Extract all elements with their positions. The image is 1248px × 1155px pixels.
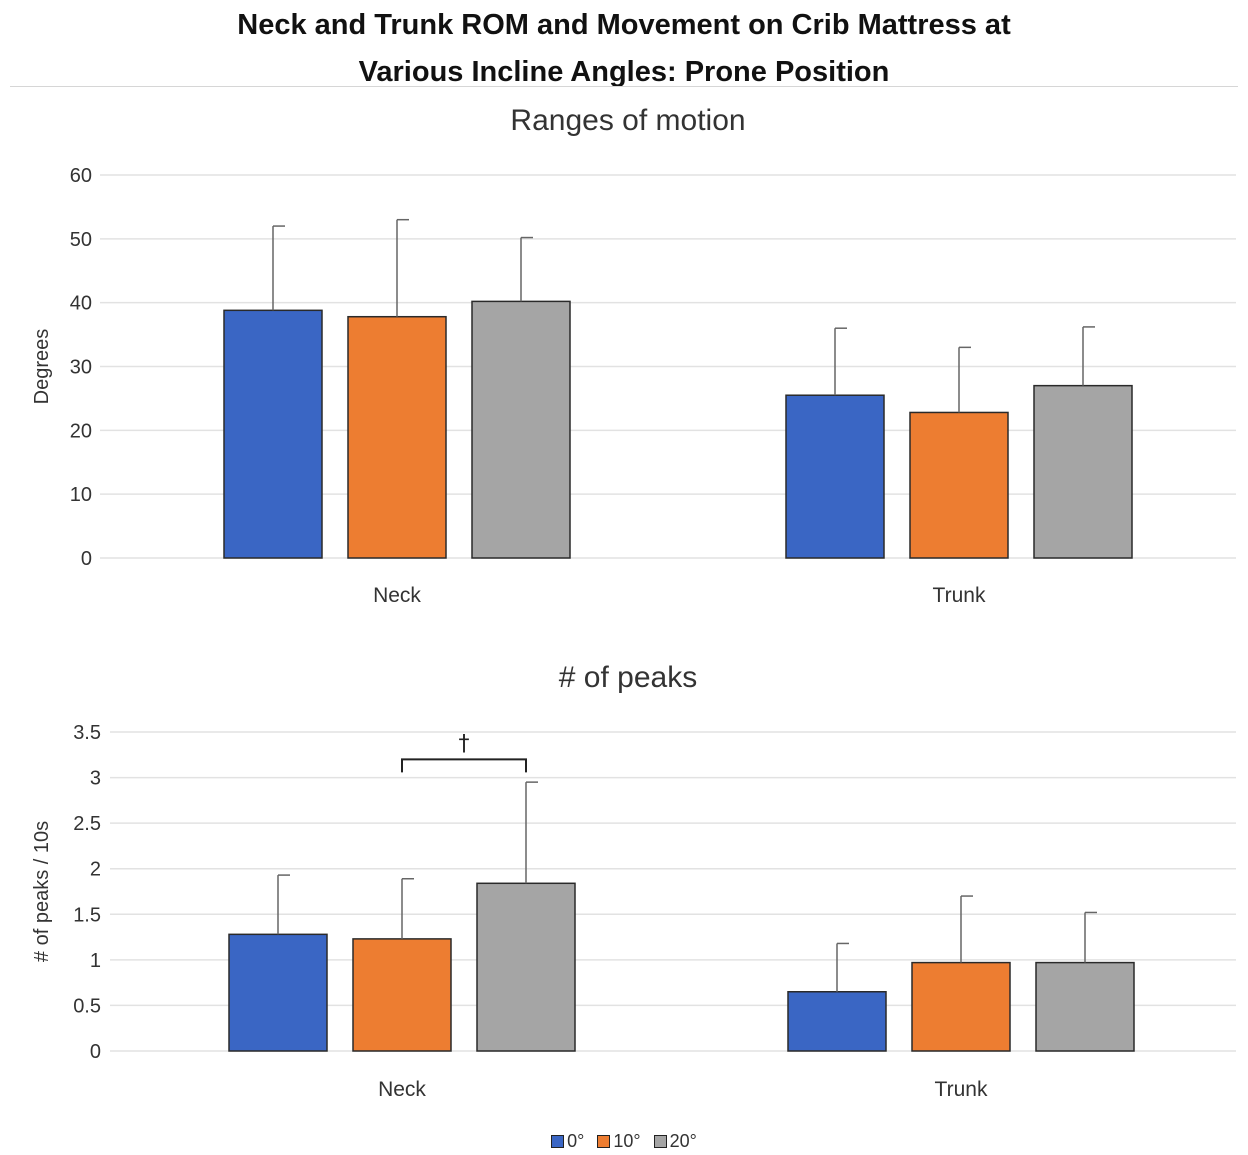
y-tick-label: 0.5 bbox=[73, 995, 101, 1017]
bar-trunk-0deg bbox=[785, 394, 885, 559]
y-tick-label: 60 bbox=[70, 165, 92, 187]
y-tick-label: 3 bbox=[90, 768, 101, 790]
bar-neck-0deg bbox=[228, 933, 328, 1052]
significance-bracket bbox=[401, 758, 527, 773]
bar-trunk-10deg bbox=[911, 961, 1011, 1052]
y-tick-label: 40 bbox=[70, 293, 92, 315]
peaks-chart: # of peaks 0 0.5 1 1.5 2 2.5 3 3.5 # of peaks / 1… bbox=[31, 661, 1236, 1101]
y-axis-label: # of peaks / 10s bbox=[31, 821, 53, 962]
x-tick-label-neck: Neck bbox=[378, 1078, 426, 1101]
chart-main-title: Neck and Trunk ROM and Movement on Crib … bbox=[0, 2, 1248, 96]
legend-swatch-20deg bbox=[653, 1135, 667, 1148]
chart-legend: 0° 10° 20° bbox=[0, 1131, 1248, 1153]
bar-trunk-20deg bbox=[1035, 961, 1135, 1052]
legend-label-0deg: 0° bbox=[567, 1131, 585, 1151]
x-tick-label-neck: Neck bbox=[373, 584, 421, 607]
significance-marker: † bbox=[459, 731, 470, 756]
y-tick-label: 30 bbox=[70, 357, 92, 379]
bar-neck-20deg bbox=[471, 300, 571, 559]
y-tick-label: 2 bbox=[90, 859, 101, 881]
y-tick-label: 0 bbox=[81, 548, 92, 570]
x-tick-label-trunk: Trunk bbox=[933, 584, 986, 607]
bar-trunk-20deg bbox=[1033, 384, 1133, 559]
y-axis-label: Degrees bbox=[31, 329, 53, 405]
y-tick-label: 50 bbox=[70, 229, 92, 251]
legend-swatch-10deg bbox=[597, 1135, 611, 1148]
y-tick-label: 1.5 bbox=[73, 904, 101, 926]
title-divider bbox=[10, 86, 1238, 87]
y-tick-label: 3.5 bbox=[73, 722, 101, 744]
y-tick-label: 1 bbox=[90, 950, 101, 972]
legend-swatch-0deg bbox=[551, 1135, 565, 1148]
legend-item-10deg: 10° bbox=[597, 1131, 641, 1152]
y-tick-label: 20 bbox=[70, 420, 92, 442]
main-title-line-2: Various Incline Angles: Prone Position bbox=[358, 56, 890, 88]
chart-title: Ranges of motion bbox=[510, 104, 745, 137]
legend-item-0deg: 0° bbox=[551, 1131, 584, 1152]
bar-neck-10deg bbox=[352, 938, 452, 1052]
y-tick-label: 2.5 bbox=[73, 813, 101, 835]
bar-neck-0deg bbox=[223, 309, 323, 559]
rom-chart: Ranges of motion 0 10 20 30 40 50 60 Degrees Neck… bbox=[31, 104, 1236, 607]
bar-trunk-10deg bbox=[909, 411, 1009, 559]
legend-label-20deg: 20° bbox=[669, 1131, 697, 1151]
bar-trunk-0deg bbox=[787, 991, 887, 1052]
chart-title: # of peaks bbox=[559, 661, 697, 694]
main-title-line-1: Neck and Trunk ROM and Movement on Crib … bbox=[237, 9, 1011, 41]
legend-item-20deg: 20° bbox=[653, 1131, 697, 1152]
y-tick-label: 10 bbox=[70, 484, 92, 506]
y-tick-label: 0 bbox=[90, 1041, 101, 1063]
legend-label-10deg: 10° bbox=[613, 1131, 641, 1151]
bar-neck-20deg bbox=[476, 882, 576, 1052]
bar-neck-10deg bbox=[347, 315, 447, 559]
x-tick-label-trunk: Trunk bbox=[935, 1078, 988, 1101]
